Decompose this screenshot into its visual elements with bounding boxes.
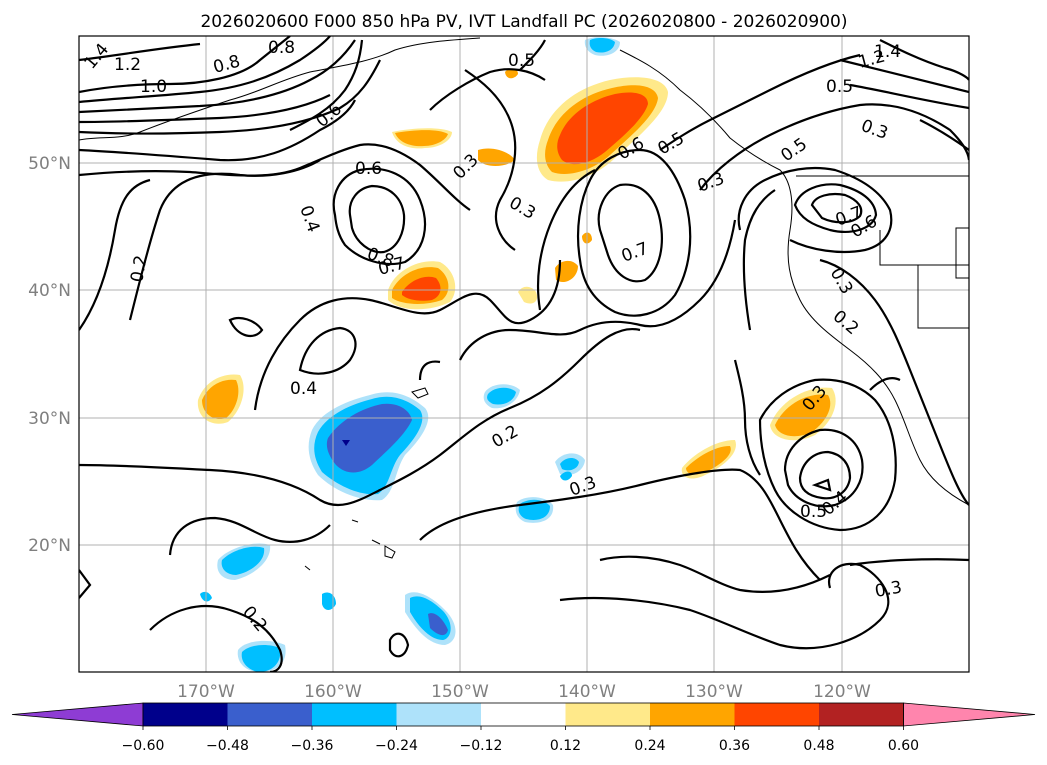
colorbar-outline xyxy=(142,702,904,727)
map-panel: 1.4 1.2 1.0 0.8 0.8 0.5 0.6 0.6 0.3 0.3 … xyxy=(78,35,970,673)
colorbar-extend-low xyxy=(11,702,144,727)
colorbar-segment xyxy=(650,703,735,726)
colorbar: −0.60 −0.48 −0.36 −0.24 −0.12 0.12 0.24 0.36 0.4… xyxy=(11,702,1036,754)
pv-contours xyxy=(79,36,969,672)
latitude-labels: 50°N 40°N 30°N 20°N xyxy=(28,154,71,556)
figure-title: 2026020600 F000 850 hPa PV, IVT Landfall… xyxy=(200,12,847,32)
lat-label-20n: 20°N xyxy=(28,536,71,556)
colorbar-extend-high xyxy=(903,702,1036,727)
lon-label-120w: 120°W xyxy=(813,682,871,702)
colorbar-tick-label: −0.48 xyxy=(206,738,249,754)
colorbar-segment xyxy=(227,703,312,726)
colorbar-tick-label: −0.12 xyxy=(460,738,503,754)
contour-label: 1.0 xyxy=(140,77,167,97)
contour-label: 0.2 xyxy=(127,254,151,284)
contour-label: 0.6 xyxy=(355,159,382,179)
lon-label-170w: 170°W xyxy=(177,682,235,702)
colorbar-segment xyxy=(481,703,566,726)
colorbar-segment xyxy=(396,703,481,726)
colorbar-segment xyxy=(734,703,819,726)
contour-label: 0.5 xyxy=(826,77,853,97)
colorbar-segment xyxy=(143,703,228,726)
lon-label-140w: 140°W xyxy=(558,682,616,702)
colorbar-tick-label: 0.48 xyxy=(803,738,834,754)
contour-label: 1.4 xyxy=(874,42,901,62)
negative-pv-shading xyxy=(200,37,620,672)
colorbar-segment xyxy=(819,703,904,726)
contour-label: 0.5 xyxy=(800,502,827,522)
colorbar-tick-label: 0.24 xyxy=(634,738,665,754)
lat-label-50n: 50°N xyxy=(28,154,71,174)
lat-label-30n: 30°N xyxy=(28,409,71,429)
graticule xyxy=(79,36,969,672)
colorbar-tick-label: −0.60 xyxy=(122,738,165,754)
colorbar-tick-label: 0.60 xyxy=(888,738,919,754)
contour-label: 1.2 xyxy=(114,55,141,75)
contour-label: 0.3 xyxy=(873,578,903,602)
colorbar-tick-label: 0.12 xyxy=(550,738,581,754)
contour-label: 0.8 xyxy=(268,38,295,58)
colorbar-segment xyxy=(565,703,650,726)
lon-label-150w: 150°W xyxy=(431,682,489,702)
colorbar-tick-label: 0.36 xyxy=(719,738,750,754)
contour-label: 0.4 xyxy=(290,379,317,399)
map-frame xyxy=(78,35,970,673)
contour-label: 0.5 xyxy=(508,51,535,71)
colorbar-tick-label: −0.24 xyxy=(375,738,418,754)
longitude-labels: 170°W 160°W 150°W 140°W 130°W 120°W xyxy=(177,682,871,702)
positive-pv-shading xyxy=(197,68,836,479)
lon-label-160w: 160°W xyxy=(304,682,362,702)
colorbar-segment xyxy=(312,703,397,726)
lon-label-130w: 130°W xyxy=(685,682,743,702)
lat-label-40n: 40°N xyxy=(28,281,71,301)
colorbar-tick-label: −0.36 xyxy=(291,738,334,754)
coastlines xyxy=(79,37,969,571)
